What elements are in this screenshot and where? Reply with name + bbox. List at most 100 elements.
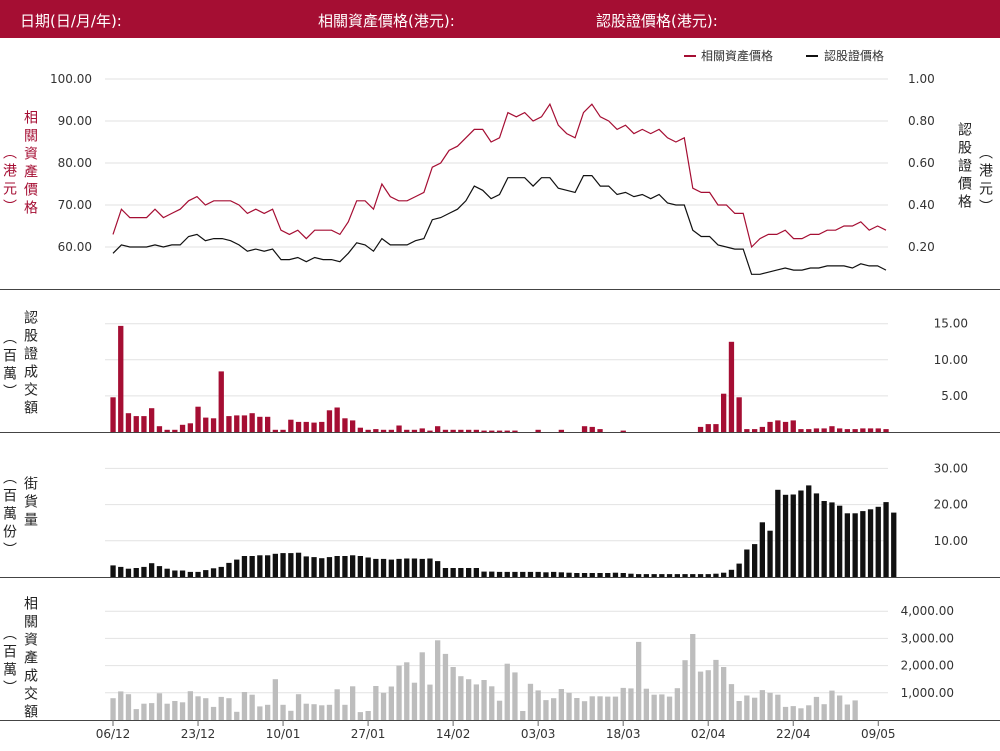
x-tick-label: 10/01	[266, 727, 301, 741]
right-tick-label: 0.80	[908, 114, 935, 128]
outstanding-bar	[558, 572, 564, 577]
outstanding-bar	[728, 569, 735, 577]
outstanding-bar	[705, 574, 711, 577]
asset-turnover-bar	[736, 701, 742, 720]
warrant-price-axis-label: 認股證價格	[956, 122, 972, 212]
outstanding-bar	[659, 574, 665, 577]
warrant-turnover-bar	[558, 429, 564, 432]
asset-turnover-tick-label: 1,000.00	[901, 686, 954, 700]
asset-turnover-bar	[357, 712, 363, 720]
asset-turnover-bar	[342, 704, 348, 720]
asset-turnover-bar	[651, 694, 657, 720]
outstanding-bar	[821, 501, 827, 577]
asset-turnover-bar	[265, 704, 271, 720]
asset-turnover-bar	[813, 696, 820, 720]
outstanding-bar	[435, 561, 441, 577]
asset-turnover-bar	[558, 689, 564, 720]
outstanding-bar	[589, 573, 595, 577]
warrant-turnover-bar	[265, 416, 271, 432]
warrant-turnover-bar	[311, 422, 317, 432]
outstanding-bar	[226, 562, 232, 577]
outstanding-bar	[295, 552, 302, 577]
asset-turnover-bar	[295, 694, 302, 720]
warrant-turnover-bar	[319, 421, 325, 432]
warrant-turnover-bar	[295, 421, 302, 432]
asset-turnover-tick-label: 2,000.00	[901, 659, 954, 673]
x-tick-label: 23/12	[181, 727, 216, 741]
outstanding-bar	[520, 571, 526, 577]
warrant-turnover-bar	[380, 429, 387, 432]
outstanding-bar	[450, 568, 456, 578]
asset-turnover-bar	[628, 688, 634, 720]
outstanding-unit-label: （百萬份）	[1, 470, 17, 560]
asset-turnover-bar	[450, 667, 456, 720]
right-tick-label: 1.00	[908, 72, 935, 86]
asset-turnover-bar	[520, 711, 526, 720]
outstanding-bar	[674, 574, 680, 577]
outstanding-tick-label: 30.00	[934, 461, 968, 475]
outstanding-bar	[179, 570, 186, 577]
asset-turnover-bar	[411, 682, 418, 720]
asset-turnover-bar	[419, 652, 425, 720]
left-tick-label: 90.00	[58, 114, 92, 128]
warrant-turnover-bar	[512, 430, 518, 432]
warrant-turnover-bar	[597, 429, 603, 432]
asset-turnover-bar	[566, 692, 572, 720]
asset-turnover-bar	[806, 705, 812, 720]
warrant-turnover-bar	[280, 429, 286, 432]
warrant-turnover-bar	[504, 430, 510, 432]
outstanding-bar	[326, 557, 333, 577]
x-tick-label: 22/04	[776, 727, 811, 741]
warrant-turnover-bar	[125, 413, 132, 432]
asset-turnover-bar	[187, 691, 193, 720]
outstanding-bar	[288, 553, 294, 577]
warrant-turnover-bar	[373, 429, 379, 432]
warrant-turnover-bar	[249, 413, 255, 432]
asset-turnover-bar	[319, 705, 325, 720]
warrant-turnover-bar	[821, 428, 827, 432]
warrant-turnover-bar	[697, 426, 704, 432]
warrant-price-line	[112, 175, 887, 275]
outstanding-bar	[388, 559, 394, 577]
asset-turnover-bar	[543, 700, 549, 720]
outstanding-bar	[373, 558, 379, 577]
warrant-turnover-bar	[419, 428, 425, 432]
outstanding-bar	[775, 489, 781, 577]
outstanding-bar	[365, 557, 371, 577]
warrant-turnover-bar	[620, 430, 626, 432]
warrant-turnover-tick-label: 5.00	[941, 389, 968, 403]
outstanding-bar	[620, 573, 626, 577]
warrant-turnover-bar	[172, 429, 178, 432]
asset-turnover-bar	[666, 696, 673, 720]
asset-turnover-bar	[659, 694, 665, 720]
warrant-turnover-bar	[450, 429, 456, 432]
asset-turnover-bar	[481, 680, 487, 720]
asset-turnover-bar	[752, 697, 758, 720]
asset-turnover-bar	[744, 695, 750, 720]
outstanding-bar	[605, 573, 611, 577]
asset-turnover-bar	[380, 692, 387, 720]
asset-turnover-bar	[690, 634, 696, 720]
warrant-turnover-bar	[752, 429, 758, 432]
asset-turnover-bar	[721, 667, 727, 720]
warrant-turnover-bar	[790, 420, 796, 432]
outstanding-bar	[837, 505, 843, 577]
asset-turnover-bar	[334, 689, 340, 720]
warrant-turnover-bar	[481, 430, 487, 432]
warrant-turnover-bar	[350, 420, 356, 432]
warrant-price-unit-label: （港元）	[977, 145, 993, 217]
outstanding-bar	[628, 573, 634, 577]
warrant-turnover-bar	[489, 430, 495, 432]
warrant-turnover-bar	[411, 429, 418, 432]
warrant-turnover-bar	[806, 429, 812, 432]
warrant-turnover-bar	[728, 341, 735, 433]
outstanding-bar	[844, 513, 850, 577]
right-tick-label: 0.20	[908, 240, 935, 254]
asset-turnover-bar	[713, 659, 719, 720]
asset-turnover-bar	[172, 701, 178, 720]
warrant-turnover-bar	[736, 397, 742, 432]
asset-turnover-bar	[581, 701, 588, 720]
outstanding-bar	[806, 485, 812, 577]
outstanding-bar	[504, 571, 510, 577]
warrant-turnover-bar	[442, 429, 449, 432]
